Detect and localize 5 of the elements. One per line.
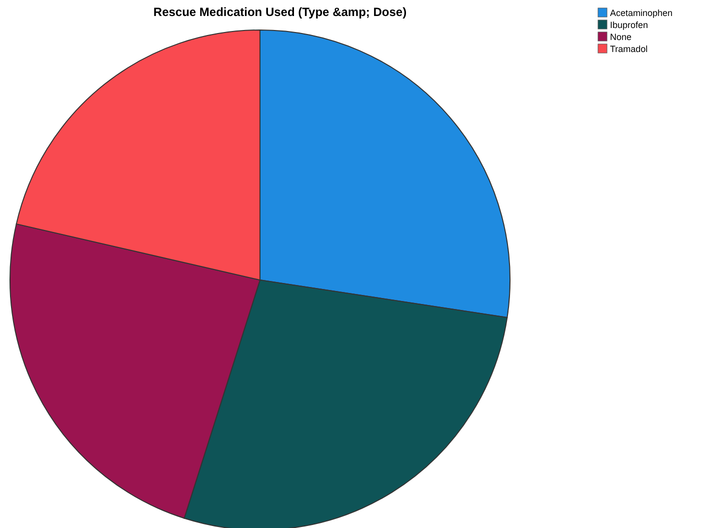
legend-label: Ibuprofen	[610, 20, 648, 30]
chart-title: Rescue Medication Used (Type &amp; Dose)	[153, 5, 407, 19]
legend-label: Acetaminophen	[610, 8, 673, 18]
legend-label: Tramadol	[610, 44, 648, 54]
legend-label: None	[610, 32, 632, 42]
